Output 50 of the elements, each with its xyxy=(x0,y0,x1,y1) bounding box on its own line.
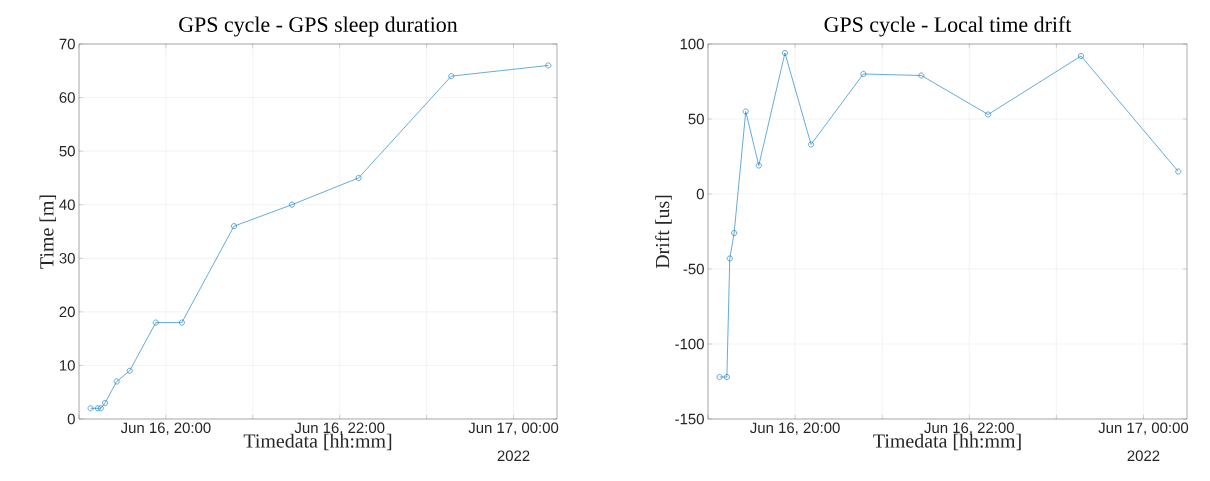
point xyxy=(152,319,159,326)
point xyxy=(94,405,101,412)
x-axis-title: Timedata [hh:mm] xyxy=(243,433,392,451)
point xyxy=(808,141,814,148)
point xyxy=(97,405,104,412)
y-axis-title: Drift [us] xyxy=(655,195,672,269)
x-tick-label: Jun 16, 20:00 xyxy=(120,422,211,435)
chart-title: GPS cycle - Local time drift xyxy=(824,16,1072,37)
point xyxy=(231,223,237,230)
point xyxy=(178,319,185,326)
point xyxy=(860,71,867,77)
point xyxy=(113,378,120,385)
x-axis-title: Timedata [hh:mm] xyxy=(873,433,1021,451)
y-tick-label: 40 xyxy=(59,199,75,210)
y-tick-label: 50 xyxy=(688,113,704,125)
point xyxy=(448,73,455,80)
y-tick-label: -50 xyxy=(683,263,704,275)
point xyxy=(731,230,738,236)
y-tick-label: 20 xyxy=(59,306,75,318)
x-tick-label: Jun 16, 22:00 xyxy=(924,422,1014,435)
point xyxy=(102,400,108,406)
x-tick-label: Jun 16, 22:00 xyxy=(294,422,385,435)
y-tick-label: 10 xyxy=(60,360,75,371)
chart-title: GPS cycle - GPS sleep duration xyxy=(179,16,458,37)
x-tick-label: Jun 16, 20:00 xyxy=(750,422,840,435)
point xyxy=(755,162,762,169)
y-tick-label: 50 xyxy=(59,145,75,157)
point xyxy=(782,50,788,56)
point xyxy=(723,374,730,380)
x-tick-label: Jun 17, 00:00 xyxy=(468,422,559,435)
y-tick-label: 0 xyxy=(696,188,704,200)
point xyxy=(1078,53,1084,59)
y-tick-label: 100 xyxy=(680,38,704,50)
point xyxy=(742,108,749,115)
y-axis-title: Time [m] xyxy=(39,195,57,269)
y-tick-label: 30 xyxy=(59,252,75,264)
y-tick-label: -100 xyxy=(675,338,704,350)
text: 2022 xyxy=(1127,450,1160,462)
x-tick-label: Jun 17, 00:00 xyxy=(1098,422,1189,435)
point xyxy=(985,111,992,118)
point xyxy=(355,175,362,181)
point xyxy=(918,72,925,79)
point xyxy=(126,367,133,374)
text: 2022 xyxy=(497,450,530,462)
y-tick-label: -150 xyxy=(675,413,704,425)
point xyxy=(726,255,733,262)
y-tick-label: 70 xyxy=(59,38,75,50)
y-tick-label: 0 xyxy=(67,413,75,425)
y-tick-label: 60 xyxy=(59,92,75,103)
point xyxy=(289,201,295,208)
